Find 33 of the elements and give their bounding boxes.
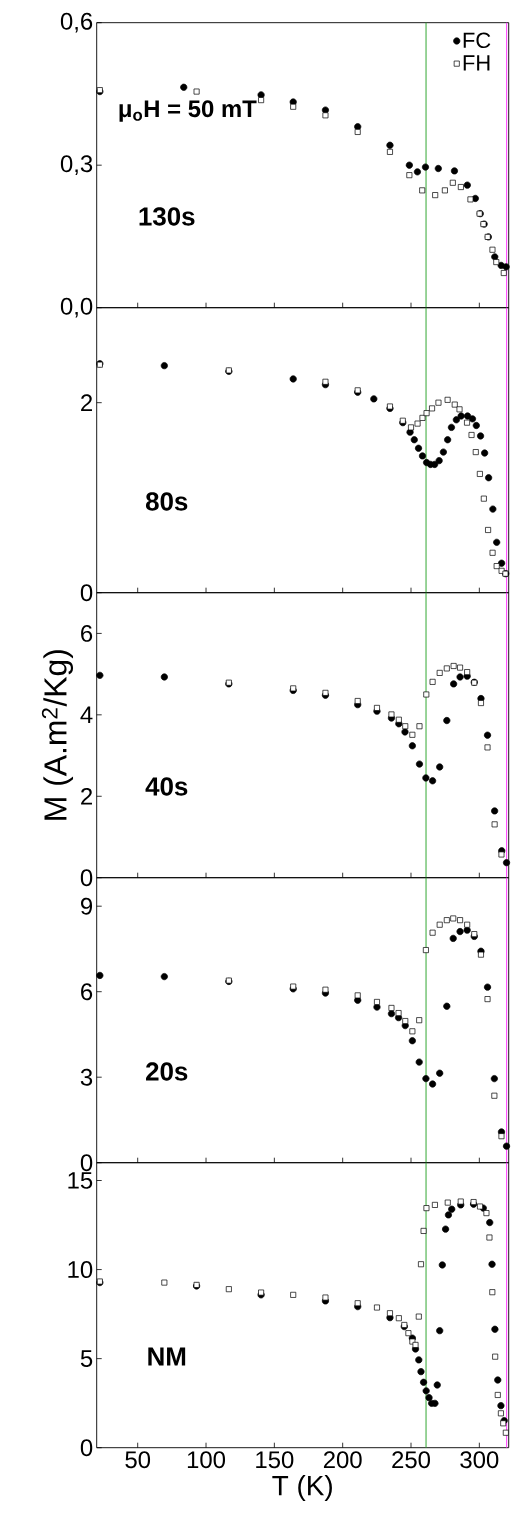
y-tick-label: 3 — [80, 1068, 93, 1086]
y-tick-label: 0 — [80, 1439, 93, 1457]
y-tick-label: 0,3 — [60, 155, 93, 176]
y-tick-label: 6 — [81, 983, 93, 1001]
annotation: μ$_{o}$H = 50 mT — [119, 100, 257, 122]
legend-label: FC — [463, 32, 491, 49]
annotation: 80s — [145, 492, 188, 511]
y-tick-label: 0 — [80, 1154, 93, 1172]
y-tick-label: 0 — [80, 869, 93, 887]
annotation: 130s — [139, 207, 195, 226]
y-tick-label: 10 — [68, 1261, 93, 1279]
y-tick-label: 15 — [68, 1172, 93, 1189]
annotation: 20s — [146, 1062, 188, 1081]
x-axis-title: T (K) — [272, 1475, 332, 1501]
y-tick-label: 2 — [81, 394, 92, 412]
y-tick-label: 0 — [80, 584, 93, 602]
y-tick-label: 2 — [81, 787, 92, 805]
y-tick-label: 0,0 — [60, 297, 93, 318]
y-tick-label: 5 — [80, 1350, 93, 1367]
y-tick-label: 6 — [81, 624, 93, 642]
y-tick-label: 0,6 — [60, 12, 93, 33]
x-tick-label: 300 — [460, 1451, 499, 1469]
annotation: 40s — [145, 777, 188, 796]
x-tick-label: 50 — [125, 1451, 151, 1469]
x-tick-label: 150 — [256, 1451, 294, 1469]
y-axis-title: M (A.m$^{2}$/Kg) — [41, 650, 74, 820]
x-tick-label: 100 — [187, 1451, 226, 1469]
legend-label: FH — [463, 55, 490, 71]
y-tick-label: 9 — [81, 897, 93, 915]
y-tick-label: 4 — [80, 706, 93, 724]
x-tick-label: 250 — [392, 1451, 430, 1469]
x-tick-label: 200 — [323, 1451, 362, 1469]
annotation: NM — [148, 1347, 186, 1366]
